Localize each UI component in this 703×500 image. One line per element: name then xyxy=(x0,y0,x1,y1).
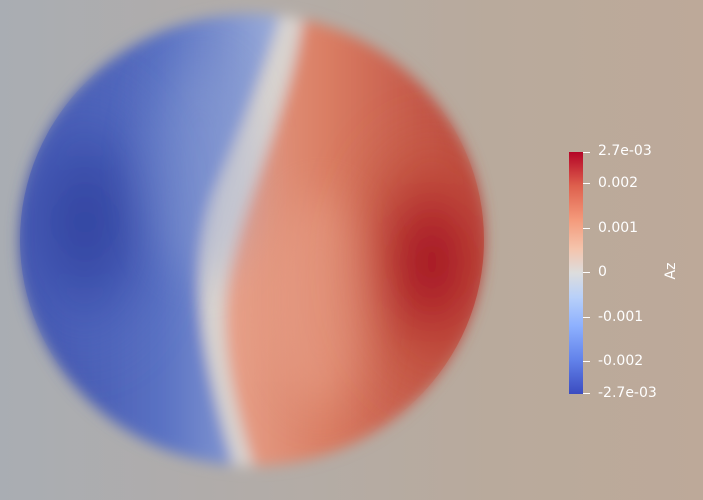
colorbar-tick xyxy=(583,183,590,184)
colorbar-tick-label-max: 2.7e-03 xyxy=(598,143,652,159)
colorbar xyxy=(569,152,583,394)
colorbar-tick xyxy=(583,228,590,229)
colorbar-tick-label-min: -2.7e-03 xyxy=(598,385,657,401)
colorbar-tick xyxy=(583,393,590,394)
colorbar-tick xyxy=(583,317,590,318)
colorbar-tick-label: 0 xyxy=(598,264,607,280)
colorbar-tick xyxy=(583,272,590,273)
colorbar-tick-label: -0.002 xyxy=(598,353,644,369)
colorbar-title: Az xyxy=(663,262,679,280)
colorbar-tick xyxy=(583,152,590,153)
colorbar-tick-label: 0.001 xyxy=(598,220,639,236)
colorbar-tick-label: 0.002 xyxy=(598,175,639,191)
colorbar-tick-label: -0.001 xyxy=(598,309,644,325)
colorbar-tick xyxy=(583,361,590,362)
